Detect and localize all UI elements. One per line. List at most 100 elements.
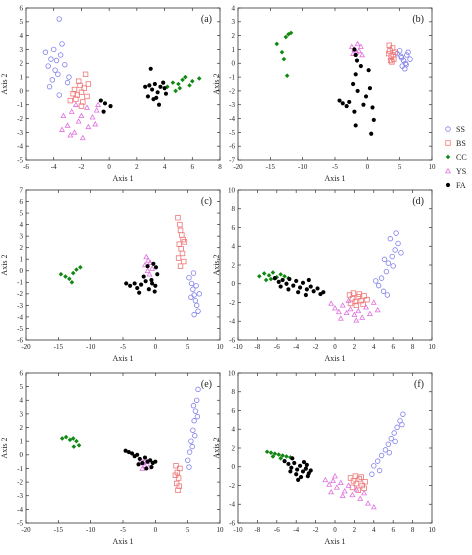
data-point-CC <box>284 454 289 459</box>
data-point-FA <box>144 466 149 471</box>
x-tick-label: -10 <box>86 343 96 351</box>
panel-d-plot-frame <box>237 189 433 341</box>
panel-d-chart: -10 -8 -6 -4 -2 0 2 4 6 8 10 -6 -4 -2 0 2 4 6 8 10 Axis 1 Axi… <box>212 186 436 363</box>
x-tick-label: 0 <box>333 526 337 534</box>
data-point-FA <box>123 448 128 453</box>
data-point-SS <box>64 79 71 86</box>
x-tick-label: -5 <box>332 163 338 171</box>
y-tick-label: -6 <box>17 336 23 344</box>
data-point-SS <box>193 283 199 289</box>
data-point-SS <box>404 52 410 58</box>
x-tick-label: -6 <box>274 343 280 351</box>
x-tick-label: -6 <box>274 526 280 534</box>
data-point-YS <box>337 479 344 485</box>
series-FA <box>337 47 376 136</box>
data-point-CC <box>274 41 280 47</box>
data-point-BS <box>70 90 76 97</box>
series-SS <box>369 411 406 477</box>
data-point-FA <box>276 279 281 284</box>
x-tick-label: 10 <box>217 343 225 351</box>
data-point-FA <box>286 287 291 292</box>
data-point-FA <box>301 459 307 465</box>
data-point-FA <box>139 282 144 287</box>
data-point-CC <box>280 453 285 458</box>
data-point-BS <box>175 255 182 261</box>
y-tick-label: -1 <box>229 73 235 81</box>
data-point-SS <box>386 449 393 456</box>
data-point-BS <box>173 463 179 469</box>
data-point-FA <box>272 276 277 281</box>
y-tick-label: 2 <box>20 424 24 432</box>
data-point-FA <box>353 123 358 128</box>
data-point-FA <box>361 102 366 107</box>
series-CC <box>274 30 294 79</box>
panel-tag: (e) <box>201 379 212 390</box>
y-tick-label: -2 <box>229 299 235 307</box>
y-tick-label: 1 <box>20 438 24 446</box>
legend-marker-FA <box>445 182 451 188</box>
data-point-CC <box>71 444 77 449</box>
panel-a-plot-frame <box>25 7 221 161</box>
data-point-FA <box>300 469 306 474</box>
y-tick-label: -2 <box>17 478 23 486</box>
data-point-YS <box>349 491 356 498</box>
data-point-SS <box>375 282 382 289</box>
data-point-CC <box>270 270 276 275</box>
data-point-FA <box>142 455 148 460</box>
data-point-CC <box>288 30 294 36</box>
y-axis-label: Axis 2 <box>0 254 9 275</box>
y-tick-label: 5 <box>20 209 24 217</box>
data-point-SS <box>378 452 385 459</box>
data-point-FA <box>163 91 169 96</box>
data-point-FA <box>304 287 309 292</box>
x-tick-label: 0 <box>366 163 370 171</box>
x-tick-label: -4 <box>293 343 299 351</box>
series-CC <box>58 265 83 285</box>
x-tick-label: 10 <box>429 163 437 171</box>
panel-f-plot-frame <box>237 372 433 524</box>
legend: SS BS CC YS FA <box>445 125 467 190</box>
y-tick-label: -3 <box>17 302 23 310</box>
series-SS <box>42 16 72 98</box>
data-point-FA <box>129 451 135 456</box>
y-axis-label: Axis 2 <box>212 437 221 458</box>
data-point-FA <box>126 450 131 455</box>
data-point-CC <box>180 77 185 83</box>
panel-b-plot-frame <box>237 7 433 161</box>
data-point-SS <box>393 230 399 236</box>
data-point-YS <box>78 112 85 119</box>
data-point-SS <box>192 408 199 414</box>
data-point-SS <box>66 74 72 80</box>
y-tick-label: -1 <box>17 279 23 287</box>
data-point-CC <box>69 280 75 285</box>
panel-a-chart: -6 -4 -2 0 2 4 6 8 -5 -4 -3 -2 -1 0 1 2 3 4 5 6 Axis 1 Axis 2… <box>0 4 222 183</box>
legend-marker-BS <box>445 140 451 146</box>
y-tick-label: 6 <box>232 407 236 415</box>
data-point-SS <box>374 458 381 464</box>
series-FA <box>123 448 158 471</box>
y-tick-label: 2 <box>232 261 236 269</box>
data-point-YS <box>147 259 154 265</box>
data-point-CC <box>268 450 274 455</box>
data-point-SS <box>191 418 197 424</box>
panel-tag: (f) <box>414 379 424 390</box>
data-point-FA <box>354 58 360 63</box>
panel-c-plot-frame <box>25 189 221 341</box>
data-point-CC <box>286 31 291 37</box>
x-tick-label: -15 <box>54 343 64 351</box>
data-point-BS <box>73 96 79 102</box>
data-point-SS <box>59 41 65 47</box>
data-point-FA <box>303 466 308 471</box>
data-point-SS <box>392 438 398 445</box>
y-tick-label: 2 <box>20 60 24 68</box>
y-tick-label: 7 <box>20 186 24 194</box>
data-point-BS <box>175 475 182 481</box>
legend-label-CC: CC <box>456 153 467 162</box>
y-tick-label: 4 <box>232 243 236 251</box>
data-point-FA <box>294 472 299 477</box>
data-point-SS <box>46 84 53 90</box>
data-point-SS <box>62 61 68 68</box>
x-tick-label: 2 <box>353 526 357 534</box>
data-point-SS <box>53 57 60 64</box>
